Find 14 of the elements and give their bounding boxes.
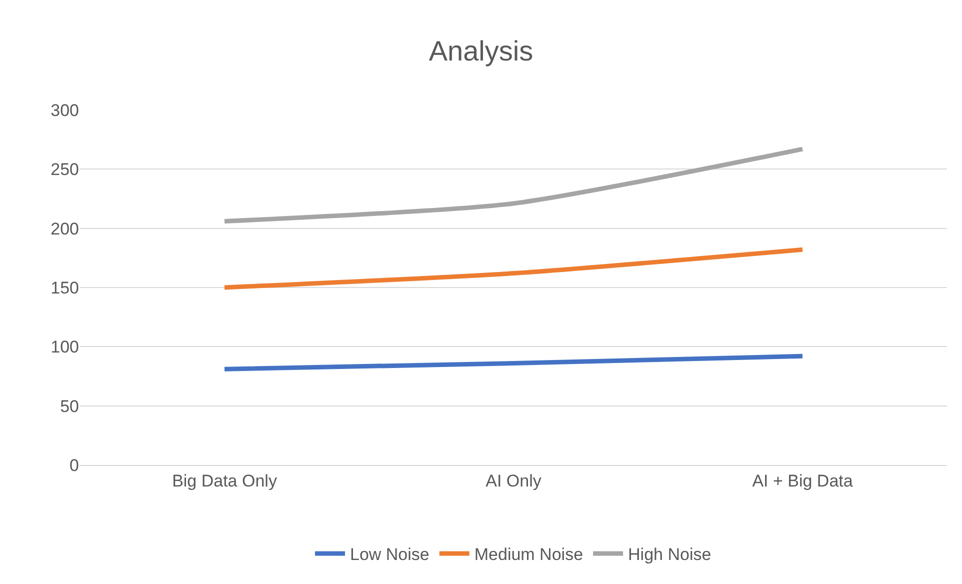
y-tick-label: 100 [50, 338, 79, 357]
x-tick-label: Big Data Only [172, 471, 278, 490]
x-tick-label: AI + Big Data [752, 471, 854, 490]
legend-label: Medium Noise [474, 545, 584, 564]
chart-title: Analysis [428, 35, 534, 66]
legend-label: Low Noise [350, 545, 430, 564]
y-tick-label: 200 [50, 219, 79, 238]
y-tick-label: 150 [50, 278, 79, 298]
legend-label: High Noise [628, 545, 712, 564]
y-tick-label: 300 [50, 100, 79, 120]
y-tick-label: 0 [70, 456, 79, 475]
y-tick-label: 250 [50, 160, 79, 180]
y-tick-label: 50 [60, 396, 79, 416]
x-tick-label: AI Only [486, 471, 542, 490]
